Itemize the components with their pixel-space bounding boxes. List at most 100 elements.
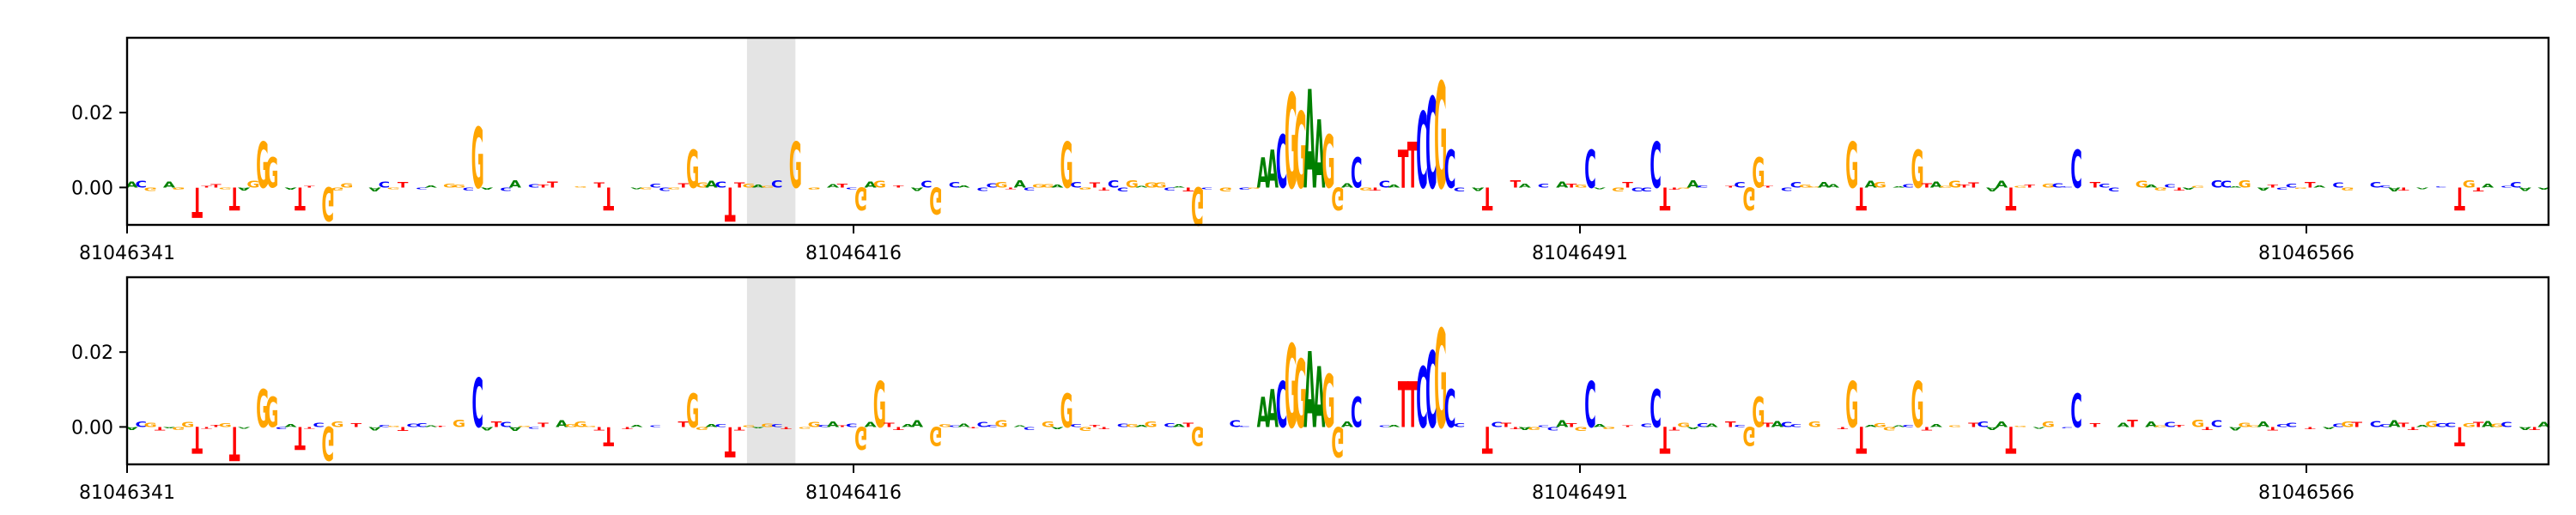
logo-letter-T: T [1183, 421, 1194, 428]
logo-letter-A: A [425, 425, 438, 427]
logo-letter-T: T [734, 181, 745, 189]
logo-letter-A: A [1257, 148, 1270, 197]
logo-letter-T: T [2090, 422, 2101, 428]
logo-letter-C: C [1631, 186, 1643, 192]
logo-letter-A: A [2117, 422, 2129, 429]
logo-letter-A: A [1986, 186, 1999, 192]
logo-letter-C: C [1276, 121, 1288, 205]
logo-letter-T: T [734, 426, 746, 432]
logo-letter-C: C [771, 424, 783, 428]
logo-letter-C: C [1379, 425, 1391, 427]
logo-letter-T: T [1482, 180, 1493, 217]
logo-letter-C: C [2276, 186, 2288, 189]
logo-letter-T: T [398, 181, 409, 190]
logo-letter-A: A [1986, 426, 1999, 430]
logo-letter-C: C [463, 186, 475, 191]
logo-letter-A: A [1556, 180, 1569, 190]
logo-letter-A: A [911, 419, 924, 430]
logo-letter-A: A [2519, 426, 2532, 430]
logo-letter-A: A [2145, 185, 2158, 189]
logo-letter-G: G [1042, 421, 1054, 429]
logo-letter-C: C [1790, 424, 1802, 428]
logo-letter-A: A [368, 186, 381, 192]
logo-letter-C: C [1538, 183, 1550, 189]
logo-letter-T: T [2268, 185, 2280, 189]
logo-letter-A: A [902, 424, 914, 428]
logo-letter-A: A [425, 185, 438, 188]
logo-letter-G: G [742, 425, 755, 427]
logo-letter-T: T [1856, 418, 1867, 460]
logo-letter-G: G [1948, 425, 1961, 427]
logo-letter-T: T [2529, 426, 2541, 430]
logo-letter-T: T [2024, 185, 2036, 189]
logo-letter-T: T [295, 420, 306, 457]
logo-letter-G: G [1060, 383, 1073, 438]
logo-letter-A: A [705, 179, 718, 190]
y-tick-label: 0.00 [71, 417, 113, 439]
logo-letter-A: A [1893, 186, 1905, 188]
logo-letter-C: C [2435, 422, 2447, 428]
x-tick-label: 81046566 [2258, 243, 2354, 264]
logo-letter-A: A [238, 186, 251, 191]
logo-letter-T: T [678, 421, 690, 428]
logo-letter-A: A [827, 184, 840, 189]
logo-letter-G: G [256, 130, 269, 203]
logo-letter-C: C [2062, 186, 2074, 188]
logo-letter-G: G [387, 187, 400, 190]
logo-letter-C: C [2500, 421, 2512, 429]
logo-letter-T: T [2473, 421, 2484, 429]
logo-letter-T: T [1922, 426, 1934, 432]
y-tick-label: 0.02 [71, 103, 113, 124]
logo-letter-G: G [1322, 360, 1335, 445]
logo-letter-A: A [1014, 179, 1026, 190]
logo-letter-C: C [715, 424, 727, 428]
logo-letter-A: A [481, 426, 494, 432]
logo-letter-T: T [622, 426, 633, 429]
logo-letter-C: C [1491, 421, 1503, 429]
logo-letter-C: C [416, 422, 428, 428]
logo-letter-T: T [1183, 186, 1194, 192]
logo-letter-G: G [1575, 185, 1588, 189]
logo-letter-A: A [1556, 418, 1569, 429]
logo-letter-G: G [1154, 182, 1167, 190]
logo-letter-C: C [276, 426, 288, 428]
axes-frame [125, 36, 2550, 227]
logo-letter-G: G [1434, 303, 1447, 460]
logo-letter-A: A [2416, 187, 2429, 190]
logo-letter-C: C [528, 184, 540, 189]
logo-letter-C: C [1425, 73, 1437, 217]
logo-letter-C: C [379, 425, 391, 428]
logo-letter-G: G [1191, 175, 1204, 237]
logo-letter-T: T [1099, 186, 1111, 191]
logo-letter-C: C [2070, 139, 2082, 201]
logo-letter-T: T [678, 183, 690, 190]
logo-letter-C: C [1734, 180, 1746, 190]
logo-letter-C: C [2379, 185, 2391, 188]
logo-letter-T: T [1370, 186, 1382, 191]
logo-letter-C: C [920, 179, 933, 190]
x-tick-label: 81046566 [2258, 482, 2354, 504]
logo-letter-T: T [1968, 421, 1979, 428]
logo-letter-T: T [1725, 421, 1736, 429]
logo-letter-T: T [1482, 418, 1493, 460]
logo-letter-C: C [846, 423, 858, 429]
logo-letter-G: G [1285, 323, 1297, 455]
logo-letter-C: C [2099, 183, 2111, 189]
logo-letter-T: T [1856, 180, 1867, 217]
logo-letter-T: T [491, 421, 502, 428]
logo-letter-G: G [246, 179, 259, 191]
logo-letter-C: C [1351, 388, 1363, 437]
logo-letter-T: T [837, 425, 848, 427]
logo-letter-C: C [406, 423, 418, 428]
logo-letter-G: G [1285, 68, 1297, 218]
logo-letter-A: A [1313, 101, 1325, 210]
logo-letter-A: A [2229, 186, 2242, 188]
logo-letter-T: T [201, 185, 212, 188]
logo-letter-G: G [761, 185, 774, 188]
logo-letter-C: C [2435, 186, 2447, 188]
logo-letter-A: A [1257, 388, 1270, 437]
logo-letter-G: G [322, 415, 335, 470]
logo-letter-T: T [2305, 180, 2316, 190]
logo-letter-C: C [1641, 186, 1653, 192]
logo-letter-T: T [1090, 425, 1101, 428]
